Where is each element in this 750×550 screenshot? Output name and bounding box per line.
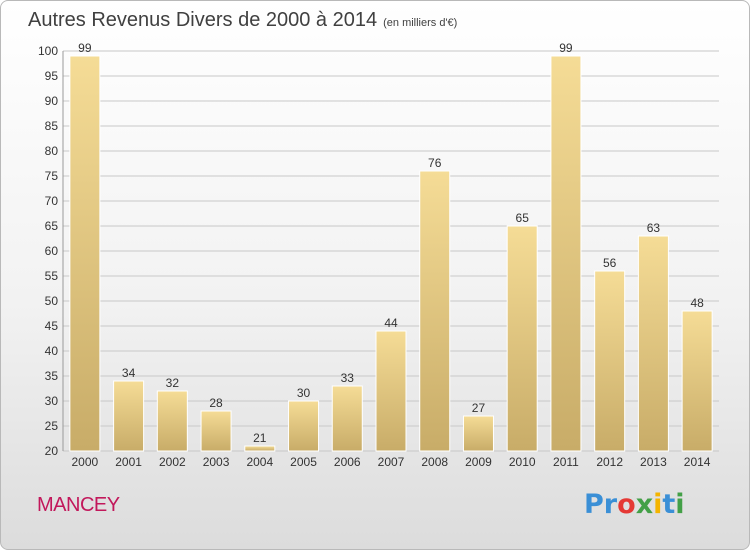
x-tick-label-2005: 2005 [290, 455, 317, 469]
x-tick-label-2003: 2003 [203, 455, 230, 469]
data-label-2004: 21 [253, 431, 267, 445]
data-label-2011: 99 [559, 41, 573, 55]
y-tick-label: 25 [45, 419, 59, 433]
data-label-2009: 27 [472, 401, 486, 415]
bar-2006 [331, 385, 363, 452]
bar-2013 [637, 235, 669, 452]
y-tick-label: 70 [45, 194, 59, 208]
x-tick-label-2012: 2012 [596, 455, 623, 469]
bar-2003 [200, 410, 232, 452]
bar-2014 [681, 310, 713, 452]
proxiti-logo[interactable]: Proxiti [584, 489, 685, 520]
bar-2004 [244, 445, 276, 452]
chart-subtitle: (en milliers d'€) [383, 17, 458, 29]
bar-2005 [288, 400, 320, 452]
logo-letter: o [617, 489, 636, 520]
y-tick-label: 80 [45, 144, 59, 158]
x-tick-label-2007: 2007 [378, 455, 405, 469]
logo-letter: i [675, 489, 685, 520]
x-tick-label-2011: 2011 [553, 455, 579, 469]
town-name: MANCEY [37, 494, 120, 516]
data-label-2008: 76 [428, 156, 442, 170]
logo-letter: r [603, 489, 618, 520]
bar-2002 [156, 390, 188, 452]
y-tick-label: 30 [45, 394, 59, 408]
y-tick-label: 55 [45, 269, 59, 283]
x-tick-label-2008: 2008 [421, 455, 448, 469]
data-label-2006: 33 [341, 371, 355, 385]
data-label-2012: 56 [603, 256, 617, 270]
y-tick-label: 95 [45, 69, 59, 83]
y-tick-label: 40 [45, 344, 59, 358]
logo-letter: t [662, 489, 676, 520]
y-tick-label: 75 [45, 169, 59, 183]
chart-title: Autres Revenus Divers de 2000 à 2014 (en … [28, 9, 457, 32]
x-tick-label-2001: 2001 [115, 455, 142, 469]
x-tick-label-2006: 2006 [334, 455, 361, 469]
x-tick-label-2000: 2000 [72, 455, 99, 469]
x-tick-label-2013: 2013 [640, 455, 667, 469]
data-label-2005: 30 [297, 386, 311, 400]
data-labels: 99 34 32 28 21 30 33 44 76 27 65 99 56 63 48 [78, 41, 704, 445]
logo-letter: i [653, 489, 663, 520]
data-label-2013: 63 [647, 221, 661, 235]
data-label-2003: 28 [209, 396, 223, 410]
bar-2011 [550, 55, 582, 452]
bar-2009 [462, 415, 494, 452]
data-label-2010: 65 [516, 211, 530, 225]
x-tick-label-2014: 2014 [684, 455, 711, 469]
x-axis: 2000 2001 2002 2003 2004 2005 2006 2007 2008 2009… [72, 455, 711, 469]
x-tick-label-2002: 2002 [159, 455, 186, 469]
data-label-2007: 44 [384, 316, 398, 330]
data-label-2014: 48 [690, 296, 704, 310]
data-label-2000: 99 [78, 41, 92, 55]
y-tick-label: 90 [45, 94, 59, 108]
bar-2001 [113, 380, 145, 452]
bar-2010 [506, 225, 538, 452]
bar-2008 [419, 170, 451, 452]
logo-letter: P [584, 489, 604, 520]
bar-2000 [69, 55, 101, 452]
bar-2007 [375, 330, 407, 452]
bars [69, 55, 713, 452]
y-tick-label: 20 [45, 444, 59, 458]
y-tick-label: 45 [45, 319, 59, 333]
y-tick-label: 60 [45, 244, 59, 258]
y-tick-label: 35 [45, 369, 59, 383]
x-tick-label-2010: 2010 [509, 455, 536, 469]
y-tick-label: 65 [45, 219, 59, 233]
x-tick-label-2009: 2009 [465, 455, 492, 469]
x-tick-label-2004: 2004 [246, 455, 273, 469]
data-label-2002: 32 [166, 376, 180, 390]
y-tick-label: 85 [45, 119, 59, 133]
y-tick-label: 100 [38, 44, 58, 58]
bar-2012 [594, 270, 626, 452]
y-tick-label: 50 [45, 294, 59, 308]
data-label-2001: 34 [122, 366, 136, 380]
chart-title-text: Autres Revenus Divers de 2000 à 2014 [28, 9, 378, 31]
logo-letter: x [635, 489, 654, 520]
y-axis: 20 25 30 35 40 45 50 55 60 65 70 75 80 85 90 95 100 [38, 44, 64, 458]
